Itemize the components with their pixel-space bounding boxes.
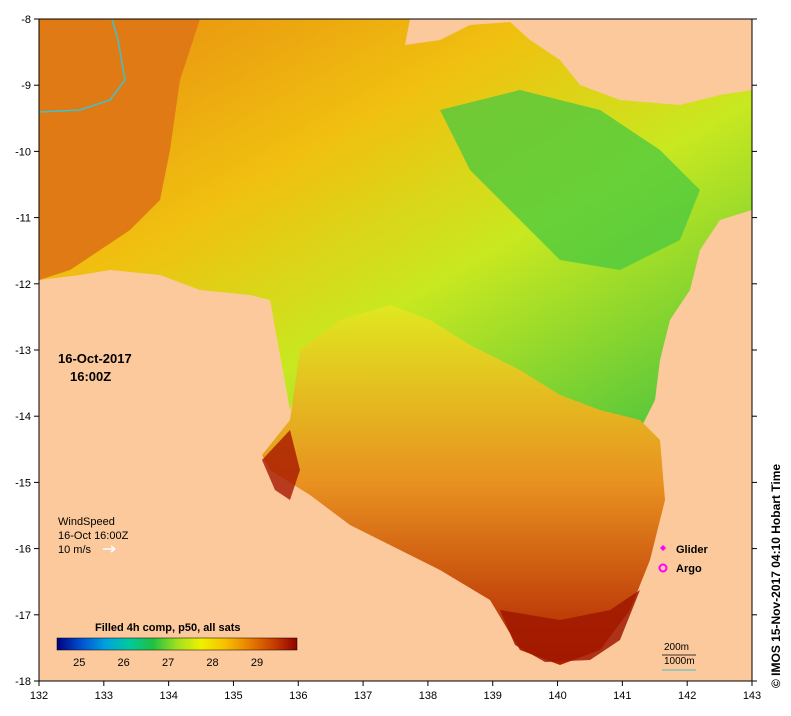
lat-tick-label: -12 bbox=[15, 279, 31, 291]
sea-green-patch bbox=[440, 90, 700, 270]
colorbar-tick-label: 26 bbox=[118, 657, 130, 669]
lon-tick-label: 139 bbox=[484, 690, 502, 702]
lon-tick-label: 132 bbox=[30, 690, 48, 702]
lon-tick-label: 137 bbox=[354, 690, 372, 702]
sea-hot-south bbox=[500, 590, 640, 662]
lat-tick-label: -15 bbox=[15, 477, 31, 489]
sea-west bbox=[39, 19, 200, 280]
latitude-axis: -8 -9 -10 -11 -12 -13 -14 -15 -16 -17 -18 bbox=[15, 14, 757, 688]
lon-tick-label: 140 bbox=[548, 690, 566, 702]
lat-tick-label: -9 bbox=[21, 80, 31, 92]
colorbar-tick-label: 27 bbox=[162, 657, 174, 669]
lat-tick-label: -8 bbox=[21, 14, 31, 26]
colorbar-tick-label: 25 bbox=[73, 657, 85, 669]
colorbar bbox=[56, 637, 298, 651]
date-label: 16-Oct-2017 bbox=[58, 351, 132, 366]
lon-tick-label: 142 bbox=[678, 690, 696, 702]
lon-tick-label: 136 bbox=[289, 690, 307, 702]
sea-gulf bbox=[262, 305, 665, 665]
lon-tick-label: 134 bbox=[159, 690, 177, 702]
time-label: 16:00Z bbox=[70, 369, 111, 384]
lat-tick-label: -17 bbox=[15, 610, 31, 622]
lat-tick-label: -10 bbox=[15, 146, 31, 158]
lon-tick-label: 133 bbox=[95, 690, 113, 702]
colorbar-tick-label: 28 bbox=[206, 657, 218, 669]
colorbar-title: Filled 4h comp, p50, all sats bbox=[95, 622, 241, 634]
lat-tick-label: -13 bbox=[15, 345, 31, 357]
colorbar-ticks: 25 26 27 28 29 bbox=[73, 657, 263, 669]
wind-arrow-icon bbox=[103, 545, 116, 553]
credit-text: © IMOS 15-Nov-2017 04:10 Hobart Time bbox=[769, 464, 783, 688]
lon-tick-label: 143 bbox=[743, 690, 761, 702]
lon-tick-label: 138 bbox=[419, 690, 437, 702]
river-line bbox=[38, 18, 126, 113]
glider-label: Glider bbox=[676, 544, 709, 556]
lon-tick-label: 135 bbox=[224, 690, 242, 702]
depth-200-label: 200m bbox=[664, 642, 689, 653]
sea-hot-west bbox=[262, 430, 300, 500]
wind-scale-label: 10 m/s bbox=[58, 544, 92, 556]
lon-tick-label: 141 bbox=[613, 690, 631, 702]
glider-marker-icon bbox=[660, 545, 666, 551]
longitude-axis: 132 133 134 135 136 137 138 139 140 141 142 143 bbox=[30, 681, 761, 702]
lat-tick-label: -16 bbox=[15, 544, 31, 556]
lat-tick-label: -18 bbox=[15, 676, 31, 688]
lat-tick-label: -11 bbox=[16, 213, 31, 225]
wind-datetime: 16-Oct 16:00Z bbox=[58, 530, 129, 542]
wind-title: WindSpeed bbox=[58, 516, 115, 528]
lat-tick-label: -14 bbox=[15, 411, 31, 423]
depth-1000-label: 1000m bbox=[664, 656, 695, 667]
colorbar-tick-label: 29 bbox=[251, 657, 263, 669]
argo-label: Argo bbox=[676, 563, 702, 575]
argo-marker-icon bbox=[658, 563, 668, 573]
